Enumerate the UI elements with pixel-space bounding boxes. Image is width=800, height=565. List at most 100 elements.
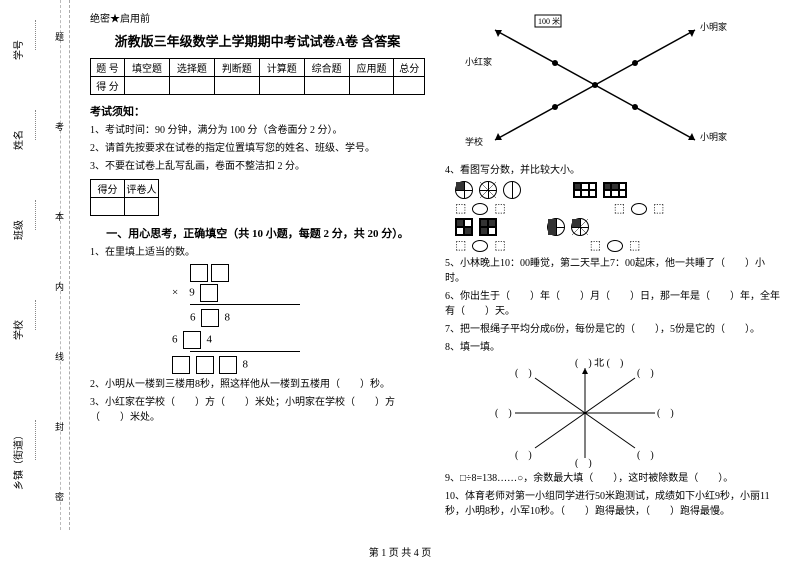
fraction-circle xyxy=(455,181,473,199)
side-underline xyxy=(35,420,36,460)
label-ne: 小明家 xyxy=(700,21,727,32)
question-6: 6、你出生于（ ）年（ ）月（ ）日，那一年是（ ）年，全年有（ ）天。 xyxy=(445,289,780,319)
grading-box: 得分评卷人 xyxy=(90,179,159,216)
fraction-circle xyxy=(571,218,589,236)
svg-text:( ): ( ) xyxy=(515,450,532,461)
compass-diagram: ( ) 北 ( ) ( ) ( ) ( ) ( ) ( ) ( ) ( ) xyxy=(475,358,695,468)
td xyxy=(125,77,170,95)
svg-text:( ): ( ) xyxy=(637,368,654,379)
gb-blank xyxy=(125,198,159,216)
digit-4: 4 xyxy=(207,334,213,346)
fraction-circle xyxy=(479,181,497,199)
th: 判断题 xyxy=(214,59,259,77)
digit-box xyxy=(196,356,214,374)
rule-line xyxy=(190,304,300,305)
compare-oval xyxy=(472,203,488,215)
th: 综合题 xyxy=(304,59,349,77)
th: 填空题 xyxy=(125,59,170,77)
table-row: 题 号 填空题 选择题 判断题 计算题 综合题 应用题 总分 xyxy=(91,59,425,77)
question-5: 5、小林晚上10：00睡觉，第二天早上7：00起床，他一共睡了（ ）小时。 xyxy=(445,256,780,286)
th: 总分 xyxy=(394,59,425,77)
table-row: 得 分 xyxy=(91,77,425,95)
scale-label: 100 米 xyxy=(538,16,560,26)
svg-text:( ): ( ) xyxy=(637,450,654,461)
secret-label: 绝密★启用前 xyxy=(90,10,425,25)
cut-line xyxy=(60,0,61,530)
direction-diagram: 100 米 小明家 小红家 小明家 学校 xyxy=(445,10,745,160)
compare-oval xyxy=(631,203,647,215)
question-9: 9、□÷8=138……○，余数最大填（ ），这时被除数是（ ）。 xyxy=(445,471,780,486)
question-10: 10、体育老师对第一小组同学进行50米跑测试，成绩如下小红9秒，小丽11秒，小明… xyxy=(445,489,780,519)
td xyxy=(304,77,349,95)
notice-heading: 考试须知： xyxy=(90,103,425,119)
label-se: 小明家 xyxy=(700,131,727,142)
digit-6: 6 xyxy=(172,334,178,346)
side-underline xyxy=(35,300,36,330)
side-label-name: 姓名 xyxy=(10,130,25,150)
th: 应用题 xyxy=(349,59,394,77)
right-column: 100 米 小明家 小红家 小明家 学校 4、看图写分数，并比较大小。 ⬚⬚ ⬚… xyxy=(435,10,790,522)
fraction-grid xyxy=(479,218,497,236)
digit-6: 6 xyxy=(190,312,196,324)
th: 题 号 xyxy=(91,59,125,77)
th: 计算题 xyxy=(259,59,304,77)
side-label-town: 乡镇（街道） xyxy=(10,430,25,490)
td xyxy=(259,77,304,95)
notice-item: 2、请首先按要求在试卷的指定位置填写您的姓名、班级、学号。 xyxy=(90,141,425,156)
digit-box xyxy=(190,264,208,282)
question-7: 7、把一根绳子平均分成6份，每份是它的（ ），5份是它的（ ）。 xyxy=(445,322,780,337)
compare-oval xyxy=(472,240,488,252)
fraction-circle xyxy=(547,218,565,236)
notice-item: 1、考试时间：90 分钟，满分为 100 分（含卷面分 2 分）。 xyxy=(90,123,425,138)
side-underline xyxy=(35,110,36,140)
times-sign: × xyxy=(172,287,178,299)
cut-label: 考 xyxy=(55,120,64,133)
cut-label: 密 xyxy=(55,490,64,503)
svg-text:( ): ( ) xyxy=(495,408,512,419)
svg-text:( ): ( ) xyxy=(575,458,592,468)
digit-9: 9 xyxy=(189,287,195,299)
digit-box xyxy=(183,331,201,349)
notice-item: 3、不要在试卷上乱写乱画，卷面不整洁扣 2 分。 xyxy=(90,159,425,174)
td xyxy=(349,77,394,95)
side-underline xyxy=(35,20,36,50)
digit-8: 8 xyxy=(243,359,249,371)
svg-text:( ): ( ) xyxy=(657,408,674,419)
digit-box xyxy=(172,356,190,374)
compare-oval xyxy=(607,240,623,252)
question-2: 2、小明从一楼到三楼用8秒，照这样他从一楼到五楼用（ ）秒。 xyxy=(90,377,425,392)
gb-blank xyxy=(91,198,125,216)
label-sw: 学校 xyxy=(465,136,483,147)
gb-grader: 评卷人 xyxy=(125,180,159,198)
cut-label: 封 xyxy=(55,420,64,433)
digit-box xyxy=(200,284,218,302)
td xyxy=(169,77,214,95)
gb-score: 得分 xyxy=(91,180,125,198)
question-4: 4、看图写分数，并比较大小。 xyxy=(445,163,780,178)
score-table: 题 号 填空题 选择题 判断题 计算题 综合题 应用题 总分 得 分 xyxy=(90,58,425,95)
fraction-compare-1: ⬚⬚ ⬚⬚ xyxy=(455,201,780,216)
td xyxy=(394,77,425,95)
page-content: 绝密★启用前 浙教版三年级数学上学期期中考试试卷A卷 含答案 题 号 填空题 选… xyxy=(80,10,790,522)
fraction-row-1 xyxy=(455,181,780,199)
digit-box xyxy=(211,264,229,282)
fraction-row-2 xyxy=(455,218,780,236)
side-label-class: 班级 xyxy=(10,220,25,240)
fraction-grid xyxy=(603,182,627,198)
cut-label: 内 xyxy=(55,280,64,293)
cut-label: 题 xyxy=(55,30,64,43)
exam-title: 浙教版三年级数学上学期期中考试试卷A卷 含答案 xyxy=(90,31,425,50)
question-3: 3、小红家在学校（ ）方（ ）米处；小明家在学校（ ）方（ ）米处。 xyxy=(90,395,425,425)
fraction-circle xyxy=(503,181,521,199)
section-title: 一、用心思考，正确填空（共 10 小题，每题 2 分，共 20 分）。 xyxy=(90,225,425,241)
th: 选择题 xyxy=(169,59,214,77)
side-label-id: 学号 xyxy=(10,40,25,60)
question-8: 8、填一填。 xyxy=(445,340,780,355)
rule-line xyxy=(190,351,300,352)
digit-box xyxy=(201,309,219,327)
side-label-school: 学校 xyxy=(10,320,25,340)
side-underline xyxy=(35,200,36,230)
multiplication-diagram: × 9 6 8 6 4 8 xyxy=(150,264,425,374)
digit-box xyxy=(219,356,237,374)
binding-sidebar: 学号 姓名 班级 学校 乡镇（街道） 题 考 本 内 线 封 密 xyxy=(0,0,70,530)
